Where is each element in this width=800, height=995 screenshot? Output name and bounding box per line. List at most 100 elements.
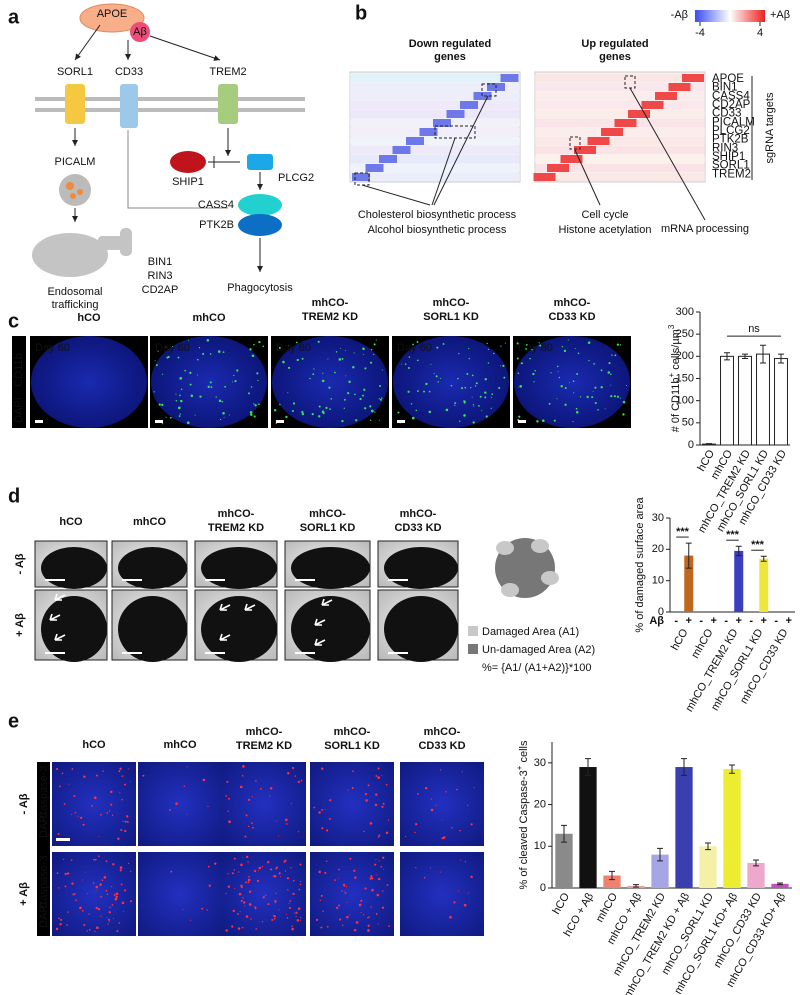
image-speckle xyxy=(103,876,107,879)
image-speckle xyxy=(297,907,301,910)
image-speckle xyxy=(625,384,628,387)
image-speckle xyxy=(324,871,327,875)
image-speckle xyxy=(218,399,222,403)
image-speckle xyxy=(326,829,329,832)
image-speckle xyxy=(377,776,380,779)
legend-label: Damaged Area (A1) xyxy=(482,626,579,638)
image-speckle xyxy=(253,870,257,873)
schematic-damage xyxy=(501,583,519,597)
image-speckle xyxy=(491,393,494,395)
heat-block xyxy=(668,83,691,91)
image-speckle xyxy=(301,412,305,416)
image-speckle xyxy=(457,890,459,892)
image-speckle xyxy=(259,788,262,790)
image-speckle xyxy=(249,348,252,351)
scale-bar xyxy=(295,652,315,654)
image-speckle xyxy=(175,802,178,805)
image-speckle xyxy=(359,905,361,907)
bar xyxy=(675,767,693,888)
stain-strip xyxy=(37,762,50,936)
image-speckle xyxy=(311,413,314,416)
image-speckle xyxy=(484,391,487,394)
image-speckle xyxy=(328,817,332,820)
gene-label: TREM2 xyxy=(712,168,751,180)
image-speckle xyxy=(86,930,88,932)
image-speckle xyxy=(375,859,377,861)
bar xyxy=(723,769,741,888)
image-speckle xyxy=(253,415,256,418)
image-speckle xyxy=(190,394,194,398)
scale-bar xyxy=(397,420,405,423)
image-speckle xyxy=(385,783,388,786)
condition-label: TREM2 KD xyxy=(236,740,292,752)
image-speckle xyxy=(178,415,181,418)
image-speckle xyxy=(325,860,328,863)
image-speckle xyxy=(295,915,297,918)
image-speckle xyxy=(344,890,346,892)
image-speckle xyxy=(111,814,114,817)
image-speckle xyxy=(500,345,502,347)
image-speckle xyxy=(226,780,229,783)
x-tick-label: - xyxy=(699,615,703,627)
image-speckle xyxy=(344,892,347,894)
image-speckle xyxy=(267,860,270,864)
image-speckle xyxy=(417,792,419,795)
heat-block xyxy=(419,128,438,136)
scale-bar xyxy=(388,579,408,581)
image-speckle xyxy=(369,419,372,422)
significance-label: *** xyxy=(726,529,740,541)
image-speckle xyxy=(71,813,73,815)
image-speckle xyxy=(197,374,199,376)
image-speckle xyxy=(318,811,321,814)
x-tick-label: + xyxy=(686,615,692,627)
image-speckle xyxy=(381,906,385,909)
image-speckle xyxy=(183,785,186,787)
image-speckle xyxy=(240,886,243,889)
image-speckle xyxy=(125,815,129,818)
callout-line xyxy=(574,149,601,206)
image-speckle xyxy=(184,369,187,372)
callout-line xyxy=(433,95,489,206)
image-speckle xyxy=(245,881,247,884)
error-bar xyxy=(705,842,711,851)
image-speckle xyxy=(189,371,192,375)
error-bar xyxy=(633,884,639,888)
image-speckle xyxy=(338,868,340,871)
image-speckle xyxy=(274,901,277,904)
image-speckle xyxy=(64,885,67,888)
image-speckle xyxy=(98,835,100,837)
image-speckle xyxy=(358,903,362,907)
image-speckle xyxy=(454,404,456,406)
condition-label: CD33 KD xyxy=(418,740,465,752)
image-speckle xyxy=(443,836,446,839)
organoid xyxy=(201,596,277,662)
image-speckle xyxy=(460,859,461,861)
image-speckle xyxy=(301,410,304,414)
image-speckle xyxy=(463,903,467,907)
image-speckle xyxy=(106,893,109,896)
heatmap-title: Up regulated xyxy=(581,38,648,50)
image-speckle xyxy=(256,372,259,375)
condition-label: SORL1 KD xyxy=(300,522,356,534)
image-speckle xyxy=(593,362,595,365)
organoid xyxy=(41,547,107,589)
heat-row xyxy=(535,74,705,82)
image-speckle xyxy=(227,885,231,888)
image-speckle xyxy=(473,405,475,407)
image-speckle xyxy=(430,798,432,800)
legend-label: -Aβ xyxy=(671,9,688,21)
image-speckle xyxy=(210,386,213,389)
heat-block xyxy=(533,173,556,181)
image-speckle xyxy=(567,339,569,341)
image-annotation: Day 60 xyxy=(155,342,190,354)
image-speckle xyxy=(300,880,302,883)
image-speckle xyxy=(520,362,523,365)
image-speckle xyxy=(154,360,156,362)
image-speckle xyxy=(458,352,460,355)
arrow-annotation xyxy=(219,603,231,611)
image-speckle xyxy=(341,890,343,892)
heat-row xyxy=(535,83,705,91)
image-speckle xyxy=(224,385,227,388)
error-bar xyxy=(585,758,591,776)
image-speckle xyxy=(352,366,355,369)
